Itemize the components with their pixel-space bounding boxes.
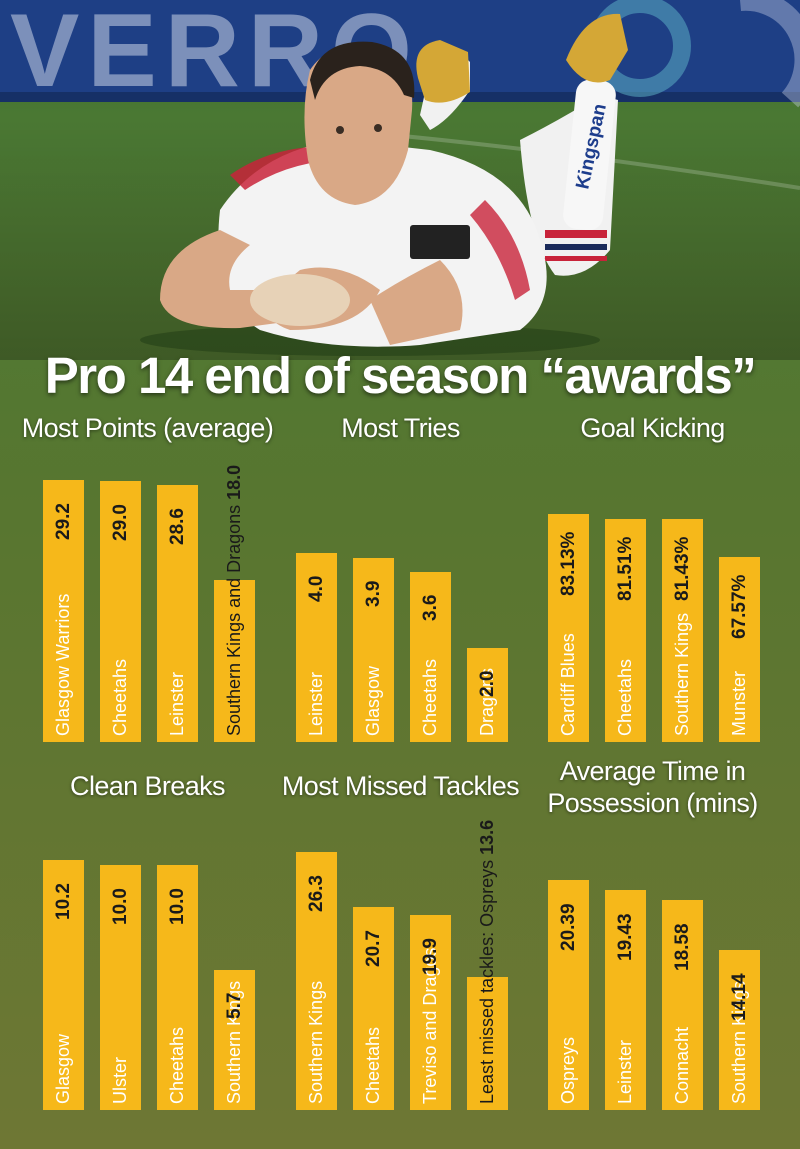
category-label: Southern Kings <box>306 980 326 1104</box>
category-label: Ospreys <box>558 1036 578 1104</box>
category-label: Cheetahs <box>615 658 635 736</box>
value-label: 10.0 <box>167 887 188 925</box>
category-label: Ulster <box>110 1056 130 1104</box>
chart-title: Most Missed Tackles <box>281 771 520 801</box>
bar <box>296 553 337 742</box>
value-label: 10.0 <box>110 887 131 925</box>
category-label: Leinster <box>167 671 187 736</box>
category-label: Cheetahs <box>167 1026 187 1104</box>
category-label: Leinster <box>306 671 326 736</box>
bar <box>353 557 394 742</box>
value-label: 26.3 <box>306 874 327 912</box>
chart-title: Clean Breaks <box>70 771 225 801</box>
bar <box>719 950 760 1110</box>
value-label: 5.7 <box>224 992 245 1020</box>
bar <box>214 970 255 1110</box>
bar <box>605 518 646 742</box>
value-label: 2.0 <box>477 670 498 697</box>
category-label: Cheetahs <box>420 658 440 736</box>
value-label: 18.0 <box>224 464 244 500</box>
chart-title: Most Points (average) <box>21 413 274 443</box>
bar <box>719 556 760 742</box>
value-label: 20.39 <box>558 902 579 951</box>
bar <box>157 864 198 1110</box>
bar <box>100 481 141 742</box>
main-title: Pro 14 end of season “awards” <box>44 347 757 404</box>
rugby-player-photo: Kingspan <box>140 13 628 356</box>
bar <box>662 518 703 742</box>
extra-label-text: Least missed tackles: Ospreys <box>477 854 497 1104</box>
category-label: Cardiff Blues <box>558 633 578 736</box>
bar <box>548 514 589 742</box>
value-label: 20.7 <box>363 929 384 967</box>
category-label: Connacht <box>672 1026 692 1104</box>
category-label: Munster <box>729 670 749 736</box>
category-label: Southern Kings <box>672 612 692 736</box>
value-label: 18.58 <box>672 923 693 971</box>
value-label: 3.6 <box>420 594 441 621</box>
bar <box>296 851 337 1110</box>
bar <box>353 906 394 1110</box>
category-label: Cheetahs <box>363 1026 383 1104</box>
value-label: 29.0 <box>110 504 131 542</box>
bar <box>467 976 508 1110</box>
bar <box>605 890 646 1110</box>
bar <box>157 485 198 742</box>
bar <box>548 879 589 1110</box>
chart-title: Most Tries <box>341 413 460 443</box>
category-label: Leinster <box>615 1039 635 1104</box>
value-label: 29.2 <box>53 502 74 540</box>
category-label: Cheetahs <box>110 658 130 736</box>
chart-title: Average Time in Possession (mins) <box>547 756 758 818</box>
value-label: 81.43% <box>672 536 693 601</box>
value-label: 28.6 <box>167 508 188 546</box>
extra-label: Least missed tackles: Ospreys 13.6 <box>476 820 498 1104</box>
value-label: 19.9 <box>420 937 441 975</box>
bar <box>410 914 451 1110</box>
value-label: 13.6 <box>477 819 497 855</box>
bar <box>214 580 255 742</box>
value-label: 83.13% <box>558 531 579 597</box>
value-label: 14.14 <box>729 973 750 1022</box>
category-label: Southern Kings and Dragons 18.0 <box>223 465 245 736</box>
category-label: Glasgow <box>363 665 383 736</box>
category-label: Glasgow Warriors <box>53 593 73 736</box>
value-label: 4.0 <box>306 575 327 603</box>
value-label: 67.57% <box>729 574 750 639</box>
chart-title: Goal Kicking <box>580 413 725 443</box>
bar <box>662 899 703 1110</box>
bar <box>100 864 141 1110</box>
value-label: 10.2 <box>53 882 74 920</box>
value-label: 19.43 <box>615 913 636 962</box>
value-label: 81.51% <box>615 536 636 601</box>
bar <box>467 647 508 742</box>
value-label: 3.9 <box>363 580 384 607</box>
category-text: Southern Kings and Dragons <box>224 499 244 736</box>
category-label: Glasgow <box>53 1033 73 1104</box>
bar <box>43 479 84 742</box>
bar <box>410 571 451 742</box>
bar <box>43 859 84 1110</box>
